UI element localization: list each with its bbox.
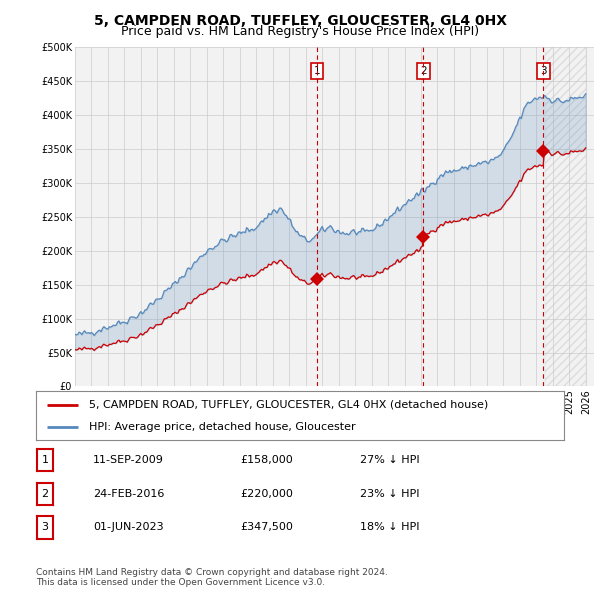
Text: 01-JUN-2023: 01-JUN-2023 [93, 523, 164, 532]
Text: £220,000: £220,000 [240, 489, 293, 499]
Text: 27% ↓ HPI: 27% ↓ HPI [360, 455, 419, 465]
Text: Contains HM Land Registry data © Crown copyright and database right 2024.
This d: Contains HM Land Registry data © Crown c… [36, 568, 388, 587]
Text: 23% ↓ HPI: 23% ↓ HPI [360, 489, 419, 499]
Text: 18% ↓ HPI: 18% ↓ HPI [360, 523, 419, 532]
Text: Price paid vs. HM Land Registry's House Price Index (HPI): Price paid vs. HM Land Registry's House … [121, 25, 479, 38]
Text: 3: 3 [41, 523, 49, 532]
Text: HPI: Average price, detached house, Gloucester: HPI: Average price, detached house, Glou… [89, 422, 355, 432]
Text: £158,000: £158,000 [240, 455, 293, 465]
Text: 3: 3 [540, 66, 547, 76]
Text: 11-SEP-2009: 11-SEP-2009 [93, 455, 164, 465]
Text: £347,500: £347,500 [240, 523, 293, 532]
Text: 5, CAMPDEN ROAD, TUFFLEY, GLOUCESTER, GL4 0HX: 5, CAMPDEN ROAD, TUFFLEY, GLOUCESTER, GL… [94, 14, 506, 28]
Text: 5, CAMPDEN ROAD, TUFFLEY, GLOUCESTER, GL4 0HX (detached house): 5, CAMPDEN ROAD, TUFFLEY, GLOUCESTER, GL… [89, 399, 488, 409]
Text: 2: 2 [41, 489, 49, 499]
Text: 1: 1 [314, 66, 320, 76]
Text: 2: 2 [420, 66, 427, 76]
Text: 24-FEB-2016: 24-FEB-2016 [93, 489, 164, 499]
Text: 1: 1 [41, 455, 49, 465]
